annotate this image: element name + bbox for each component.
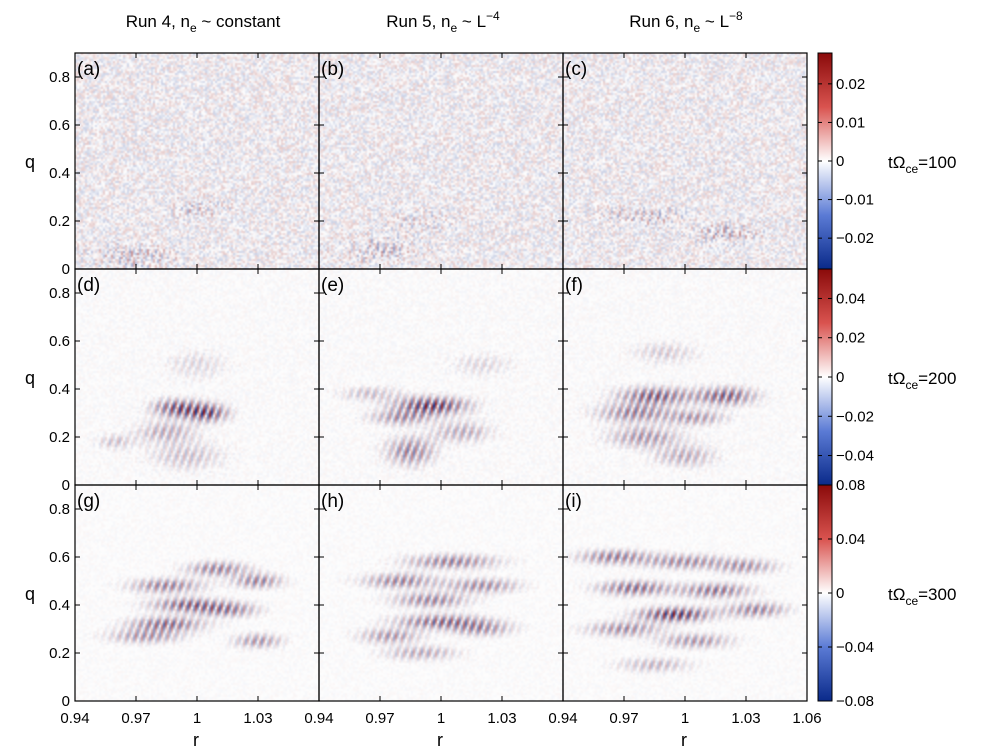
x-tick-label: 1.03 [243, 710, 272, 727]
y-tick-label: 0 [62, 477, 70, 494]
heatmap-h [319, 485, 563, 701]
y-axis-label-row1: q [25, 152, 35, 172]
colorbar-tick-label: −0.04 [836, 639, 874, 656]
y-tick-label: 0.8 [49, 285, 70, 302]
x-tick-label: 0.94 [60, 710, 89, 727]
y-tick-label: 0.6 [49, 333, 70, 350]
column-title-1: Run 4, ne ~ constant [126, 12, 281, 35]
colorbar-tick-label: −0.04 [836, 448, 874, 465]
x-tick-label: 0.94 [548, 710, 577, 727]
y-tick-label: 0.6 [49, 117, 70, 134]
panel-label-i: (i) [565, 491, 582, 512]
row-label-time-100: tΩce=100 [888, 153, 956, 176]
y-tick-label: 0.4 [49, 597, 70, 614]
panel-label-g: (g) [77, 491, 100, 512]
heatmap-i [563, 485, 807, 701]
colorbar-tick-label: −0.08 [836, 693, 874, 710]
colorbar-tick-label: 0.04 [836, 531, 865, 548]
x-tick-label: 0.97 [609, 710, 638, 727]
colorbar-tick-label: 0.08 [836, 477, 865, 494]
y-tick-label: 0.8 [49, 501, 70, 518]
x-tick-label: 0.97 [365, 710, 394, 727]
y-axis-label-row3: q [25, 584, 35, 604]
y-tick-label: 0.6 [49, 549, 70, 566]
panel-label-f: (f) [565, 275, 583, 296]
heatmap-b [319, 53, 563, 269]
y-tick-label: 0 [62, 261, 70, 278]
colorbar-tick-label: 0.04 [836, 290, 865, 307]
colorbars: 0.02 0.01 0 −0.01 −0.02 0.04 0.02 0 −0.02 −0.04 0.… [817, 52, 874, 710]
heatmap-a [75, 53, 319, 269]
y-tick-label: 0.2 [49, 213, 70, 230]
panel-labels: (a) (b) (c) (d) (e) (f) (g) (h) (i) [77, 59, 587, 512]
heatmap-d [75, 269, 319, 485]
panel-label-h: (h) [321, 491, 344, 512]
column-title-2: Run 5, ne ~ L−4 [386, 9, 500, 35]
x-tick-label: 1 [437, 710, 445, 727]
column-title-3: Run 6, ne ~ L−8 [629, 9, 743, 35]
heatmap-e [319, 269, 563, 485]
x-tick-label: 1 [681, 710, 689, 727]
y-tick-label: 0 [62, 693, 70, 710]
colorbar-tick-label: 0 [836, 153, 844, 170]
y-tick-label: 0.2 [49, 429, 70, 446]
x-axis-label-col1: r [193, 730, 199, 750]
y-tick-label: 0.8 [49, 69, 70, 86]
y-tick-label: 0.2 [49, 645, 70, 662]
x-axis-label-col2: r [437, 730, 443, 750]
heatmap-g [75, 485, 319, 701]
colorbar-tick-label: 0 [836, 369, 844, 386]
y-tick-label: 0.4 [49, 165, 70, 182]
colorbar-tick-label: −0.02 [836, 408, 874, 425]
row-label-time-200: tΩce=200 [888, 369, 956, 392]
colorbar-tick-label: 0.02 [836, 330, 865, 347]
colorbar-tick-label: 0.01 [836, 114, 865, 131]
y-tick-label: 0.4 [49, 381, 70, 398]
x-tick-label: 1.06 [792, 710, 821, 727]
heatmap-c [563, 53, 807, 269]
y-axis-label-row2: q [25, 368, 35, 388]
panel-label-c: (c) [565, 59, 587, 80]
panel-label-a: (a) [77, 59, 100, 80]
axis-ticks: 0 0.2 0.4 0.6 0.8 0 0.2 0.4 0.6 0.8 0 0.2 0.4 0.6 0.8 0… [49, 53, 822, 727]
x-tick-label: 1.03 [487, 710, 516, 727]
panel-label-e: (e) [321, 275, 344, 296]
heatmap-layer [75, 53, 807, 701]
heatmap-f [563, 269, 807, 485]
x-tick-label: 0.94 [304, 710, 333, 727]
x-tick-label: 1.03 [731, 710, 760, 727]
colorbar-tick-label: −0.02 [836, 230, 874, 247]
x-tick-label: 0.97 [121, 710, 150, 727]
row-label-time-300: tΩce=300 [888, 585, 956, 608]
colorbar-tick-label: −0.01 [836, 192, 874, 209]
x-axis-label-col3: r [681, 730, 687, 750]
colorbar-tick-label: 0 [836, 585, 844, 602]
colorbar-tick-label: 0.02 [836, 76, 865, 93]
x-tick-label: 1 [193, 710, 201, 727]
panel-label-d: (d) [77, 275, 100, 296]
panel-label-b: (b) [321, 59, 344, 80]
